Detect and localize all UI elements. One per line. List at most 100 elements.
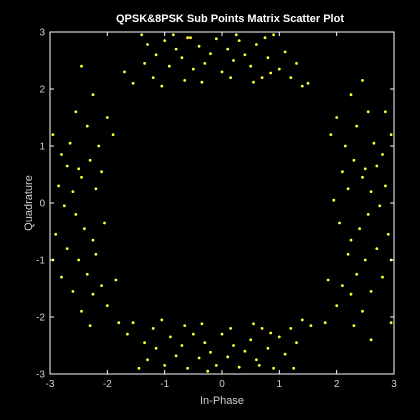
data-point xyxy=(346,187,350,191)
data-point xyxy=(94,252,98,256)
plot-area: -3 -2 -1 0 1 2 3 -3 -2 -1 0 1 2 3 xyxy=(36,28,397,391)
x-axis-label: In-Phase xyxy=(200,395,244,407)
data-point xyxy=(143,62,147,65)
data-point xyxy=(372,141,376,145)
data-point xyxy=(352,158,356,162)
data-point xyxy=(272,33,275,37)
data-point xyxy=(51,133,55,137)
data-point xyxy=(384,110,387,114)
data-point xyxy=(180,344,184,347)
data-point xyxy=(57,184,60,188)
data-point xyxy=(269,71,273,75)
data-point xyxy=(105,116,109,119)
data-point xyxy=(252,322,255,326)
data-point xyxy=(389,133,393,137)
data-point xyxy=(260,327,264,330)
data-point xyxy=(226,47,230,51)
data-point xyxy=(363,258,367,262)
data-point xyxy=(375,247,379,251)
data-point xyxy=(140,33,144,37)
data-point xyxy=(180,56,184,60)
data-point xyxy=(237,39,241,42)
data-point xyxy=(349,292,353,296)
data-point xyxy=(100,284,103,287)
data-point xyxy=(65,164,69,168)
x-tick-label: -1 xyxy=(160,379,169,390)
data-point xyxy=(332,198,336,202)
data-point xyxy=(111,133,115,137)
data-point xyxy=(289,76,293,79)
data-point xyxy=(103,221,106,225)
data-point xyxy=(386,232,390,236)
y-tick-label: 2 xyxy=(39,85,45,96)
data-point xyxy=(191,67,195,71)
data-point xyxy=(91,93,95,97)
data-point xyxy=(283,50,287,54)
data-point xyxy=(60,275,63,279)
data-point xyxy=(100,170,103,174)
data-point xyxy=(369,290,373,293)
data-point xyxy=(341,170,344,174)
data-point xyxy=(143,341,147,345)
data-point xyxy=(85,124,89,128)
x-tick-label: 2 xyxy=(334,379,340,390)
data-point xyxy=(74,213,78,216)
data-point xyxy=(131,321,135,325)
data-point xyxy=(88,158,92,162)
y-tick-label: -2 xyxy=(36,313,45,324)
data-point xyxy=(209,350,212,354)
data-point xyxy=(151,327,155,330)
data-point xyxy=(85,272,89,276)
data-point xyxy=(323,321,327,325)
x-tick-label: 0 xyxy=(219,379,225,390)
y-axis: -3 -2 -1 0 1 2 3 xyxy=(36,28,394,381)
data-point xyxy=(263,36,267,40)
data-point xyxy=(366,110,370,114)
data-point xyxy=(355,272,359,276)
data-point xyxy=(226,355,230,359)
data-point xyxy=(252,80,255,84)
data-point xyxy=(169,335,172,339)
data-point xyxy=(91,238,95,242)
data-point xyxy=(335,116,339,119)
data-point xyxy=(295,62,298,65)
data-point xyxy=(220,332,224,336)
data-point xyxy=(74,110,78,114)
data-point xyxy=(295,341,298,345)
data-point xyxy=(203,62,207,65)
data-point xyxy=(272,366,275,370)
data-point xyxy=(94,187,98,191)
data-point xyxy=(343,144,347,148)
data-point xyxy=(229,327,233,330)
data-point xyxy=(189,36,192,40)
data-point xyxy=(200,322,204,326)
data-point xyxy=(255,358,258,362)
data-point xyxy=(329,133,333,137)
y-tick-label: 1 xyxy=(39,142,45,153)
data-point xyxy=(234,33,238,37)
data-point xyxy=(203,341,207,345)
data-point xyxy=(186,36,190,40)
data-point xyxy=(174,354,178,358)
data-point xyxy=(277,67,281,71)
data-point xyxy=(97,144,101,148)
chart-title: QPSK&8PSK Sub Points Matrix Scatter Plot xyxy=(116,13,344,25)
data-point xyxy=(71,190,75,194)
data-point xyxy=(363,167,367,171)
data-point xyxy=(154,346,158,350)
data-point xyxy=(349,93,353,97)
data-point xyxy=(378,204,382,208)
data-point xyxy=(209,52,212,56)
data-point xyxy=(167,64,171,68)
data-point xyxy=(243,349,247,353)
data-point xyxy=(77,258,81,262)
data-point xyxy=(68,141,72,145)
data-point xyxy=(381,275,384,279)
data-point xyxy=(197,356,201,360)
data-point xyxy=(214,364,218,367)
data-point xyxy=(123,70,126,74)
data-point xyxy=(163,39,167,42)
data-point xyxy=(346,252,350,256)
data-point xyxy=(249,64,253,68)
x-tick-label: 1 xyxy=(277,379,283,390)
